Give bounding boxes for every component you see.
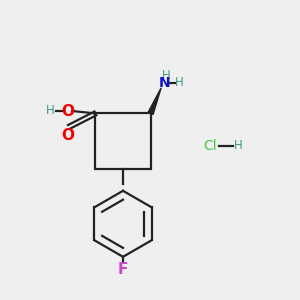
Text: H: H: [162, 68, 171, 82]
Text: O: O: [61, 128, 74, 143]
Text: H: H: [175, 76, 184, 89]
Text: H: H: [234, 139, 243, 152]
Text: F: F: [118, 262, 128, 277]
Text: N: N: [158, 76, 170, 89]
Text: Cl: Cl: [203, 139, 217, 152]
Text: H: H: [45, 104, 54, 118]
Text: O: O: [61, 103, 75, 118]
Polygon shape: [148, 88, 161, 114]
